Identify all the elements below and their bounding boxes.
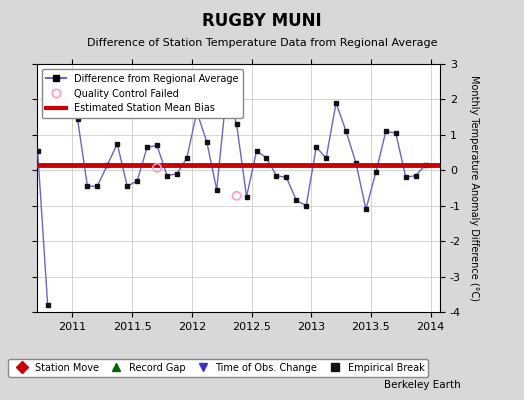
Point [233, 192, 241, 199]
Text: RUGBY MUNI: RUGBY MUNI [202, 12, 322, 30]
Legend: Station Move, Record Gap, Time of Obs. Change, Empirical Break: Station Move, Record Gap, Time of Obs. C… [8, 359, 428, 376]
Y-axis label: Monthly Temperature Anomaly Difference (°C): Monthly Temperature Anomaly Difference (… [470, 75, 479, 301]
Text: Difference of Station Temperature Data from Regional Average: Difference of Station Temperature Data f… [87, 38, 437, 48]
Point [153, 165, 161, 171]
Text: Berkeley Earth: Berkeley Earth [385, 380, 461, 390]
